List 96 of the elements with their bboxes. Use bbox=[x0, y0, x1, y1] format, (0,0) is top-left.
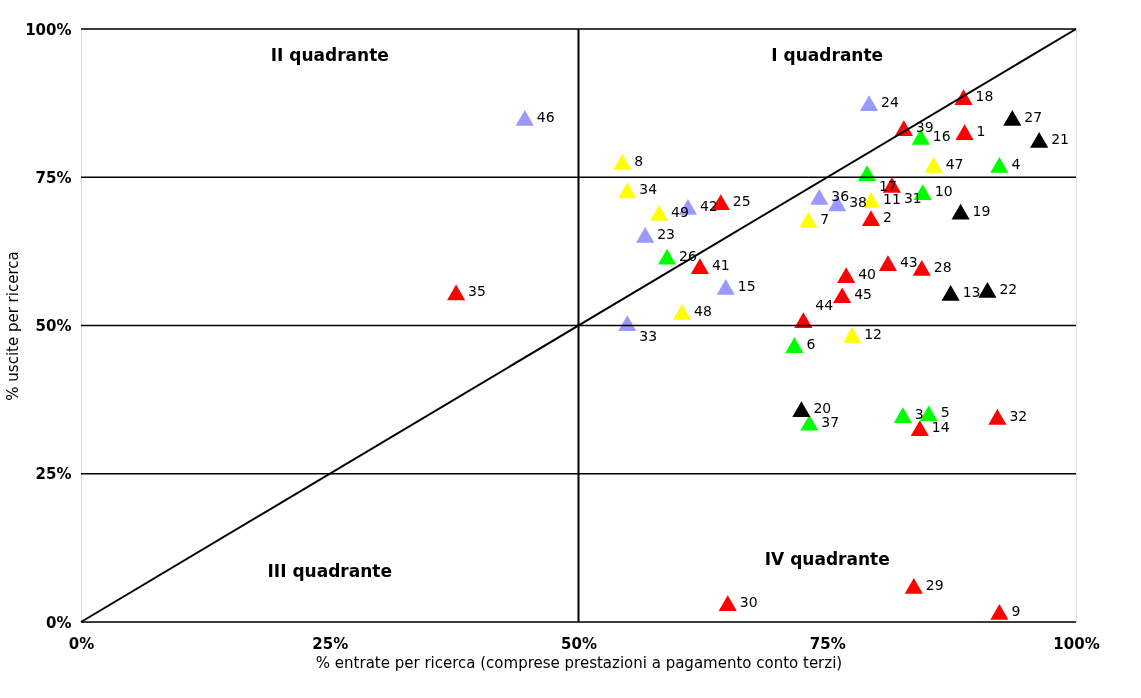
annotation: 8 bbox=[634, 152, 644, 169]
x-tick-label: 25% bbox=[312, 634, 349, 653]
annotation: 4 bbox=[1011, 155, 1021, 172]
annotation: 27 bbox=[1024, 108, 1043, 125]
point bbox=[636, 226, 655, 243]
point bbox=[650, 204, 669, 221]
point bbox=[447, 284, 466, 301]
point bbox=[716, 279, 735, 295]
annotation: 44 bbox=[815, 297, 834, 314]
annotation: 35 bbox=[468, 283, 486, 300]
annotation: 14 bbox=[931, 419, 950, 436]
annotation: 7 bbox=[820, 210, 830, 227]
point bbox=[951, 203, 970, 220]
x-tick-label: 50% bbox=[561, 634, 597, 653]
point bbox=[878, 255, 898, 272]
point bbox=[988, 408, 1007, 425]
annotation: 23 bbox=[657, 225, 675, 242]
point bbox=[990, 156, 1009, 173]
point bbox=[837, 267, 856, 283]
y-tick-label: 100% bbox=[25, 20, 72, 39]
point bbox=[613, 153, 632, 170]
annotation: 29 bbox=[925, 576, 944, 593]
annotation: 45 bbox=[854, 286, 872, 303]
point bbox=[810, 188, 829, 205]
annotation: 43 bbox=[899, 254, 918, 271]
annotation: 25 bbox=[732, 193, 751, 210]
annotation: 18 bbox=[975, 88, 994, 105]
x-axis-title: % entrate per ricerca (comprese prestazioni a pagamento conto terzi) bbox=[315, 653, 843, 672]
y-tick-label: 25% bbox=[35, 465, 72, 484]
annotation: 28 bbox=[933, 258, 952, 275]
point bbox=[924, 156, 943, 173]
y-tick-label: 50% bbox=[35, 317, 72, 335]
point bbox=[857, 165, 877, 181]
annotation: 40 bbox=[858, 266, 876, 283]
annotation: 38 bbox=[849, 194, 868, 211]
annotation: II quadrante bbox=[270, 44, 389, 65]
annotation: 48 bbox=[693, 302, 712, 319]
annotation: 41 bbox=[711, 257, 730, 274]
x-tick-label: 75% bbox=[809, 634, 846, 653]
annotation: 32 bbox=[1009, 407, 1028, 424]
annotation: 36 bbox=[831, 187, 850, 204]
annotation: 10 bbox=[934, 183, 953, 200]
point bbox=[718, 595, 737, 611]
point bbox=[833, 287, 852, 304]
point bbox=[515, 110, 534, 126]
point bbox=[1030, 132, 1049, 148]
annotation: 26 bbox=[679, 247, 697, 264]
y-tick-label: 75% bbox=[35, 168, 72, 187]
point bbox=[904, 577, 923, 594]
annotation: 33 bbox=[639, 328, 658, 345]
point bbox=[672, 303, 692, 320]
point bbox=[859, 95, 879, 111]
point bbox=[941, 285, 960, 301]
point bbox=[990, 604, 1009, 620]
annotation: I quadrante bbox=[771, 44, 884, 65]
annotation: 30 bbox=[739, 594, 758, 611]
point bbox=[893, 407, 912, 423]
annotation: 31 bbox=[903, 189, 922, 206]
point bbox=[861, 210, 881, 227]
point bbox=[955, 124, 974, 141]
y-axis-title: % uscite per ricerca bbox=[4, 251, 23, 401]
annotation: 6 bbox=[806, 336, 816, 353]
annotation: 16 bbox=[932, 127, 951, 144]
annotation: 34 bbox=[639, 181, 658, 198]
annotation: 3 bbox=[914, 406, 924, 423]
annotation: 49 bbox=[671, 203, 689, 220]
annotation: 24 bbox=[881, 94, 899, 111]
annotation: 22 bbox=[999, 280, 1018, 297]
point bbox=[785, 337, 804, 353]
point bbox=[978, 282, 997, 298]
point bbox=[618, 182, 637, 199]
annotation: 19 bbox=[972, 202, 991, 219]
point bbox=[799, 212, 818, 228]
point bbox=[618, 315, 637, 331]
y-tick-label: 0% bbox=[46, 613, 72, 632]
x-tick-label: 100% bbox=[1053, 634, 1100, 653]
annotation: 15 bbox=[737, 277, 756, 294]
annotation: 9 bbox=[1011, 602, 1021, 619]
point bbox=[657, 248, 677, 265]
point bbox=[800, 414, 819, 431]
x-tick-label: 0% bbox=[68, 634, 95, 653]
annotation: 11 bbox=[883, 190, 901, 207]
annotation: IV quadrante bbox=[764, 548, 890, 569]
point bbox=[843, 327, 862, 343]
annotation: 2 bbox=[883, 209, 892, 226]
annotation: 21 bbox=[1051, 130, 1070, 147]
annotation: 12 bbox=[864, 325, 882, 342]
annotation: 5 bbox=[940, 404, 950, 421]
annotation: 1 bbox=[976, 123, 986, 140]
annotation: III quadrante bbox=[267, 560, 392, 581]
point bbox=[1003, 110, 1022, 126]
annotation: 46 bbox=[536, 108, 555, 125]
annotation: 13 bbox=[962, 283, 981, 300]
annotation: 47 bbox=[945, 155, 964, 172]
point bbox=[910, 420, 929, 436]
point bbox=[792, 401, 811, 417]
